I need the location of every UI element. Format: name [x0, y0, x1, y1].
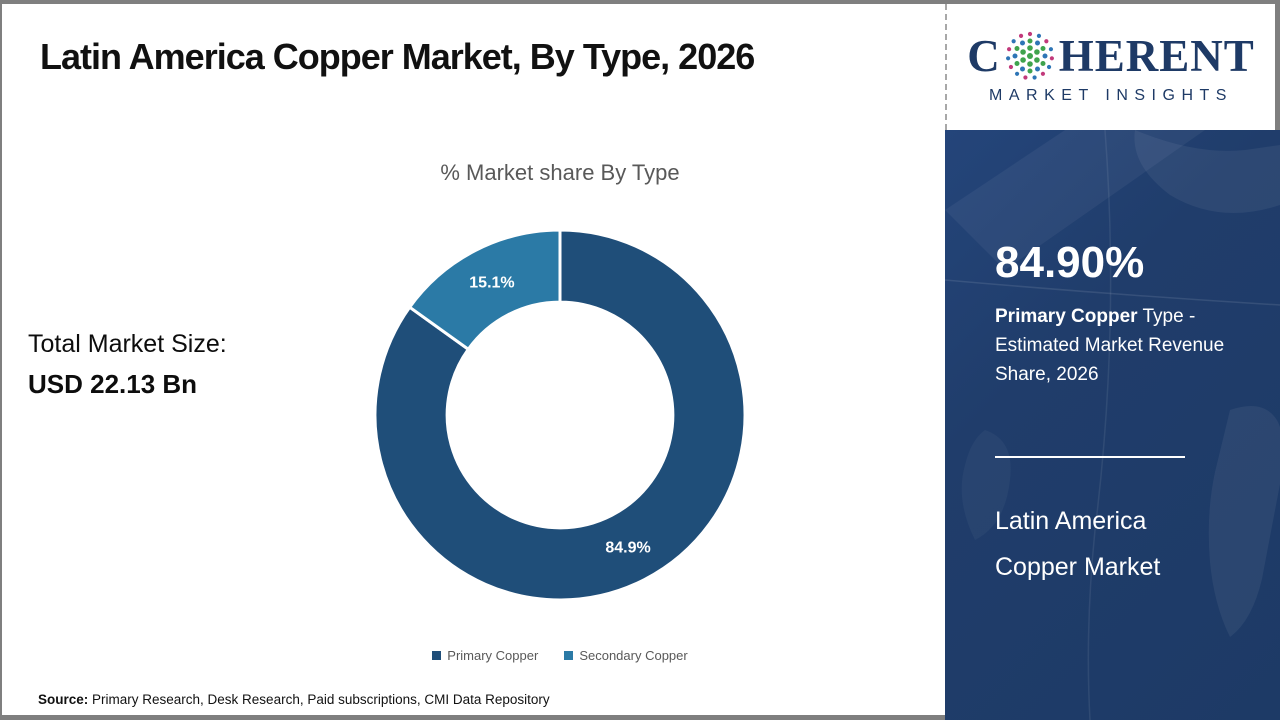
market-name-line1: Latin America — [995, 507, 1147, 535]
globe-dot — [1048, 47, 1053, 52]
source-line: Source: Primary Research, Desk Research,… — [38, 692, 550, 707]
sidebar-market-name: Latin America Copper Market — [995, 498, 1160, 590]
donut-segment-0 — [373, 228, 747, 602]
total-market-size-block: Total Market Size: USD 22.13 Bn — [28, 324, 227, 404]
globe-dot — [1026, 45, 1033, 51]
globe-dot — [1043, 39, 1049, 44]
slice-label-0: 84.9% — [605, 539, 650, 556]
globe-dot — [1011, 39, 1016, 44]
globe-dot — [1019, 57, 1026, 63]
logo-letters-rest: HERENT — [1058, 30, 1255, 81]
globe-dot — [1027, 38, 1033, 44]
globe-dot — [1019, 40, 1025, 46]
donut-chart: 84.9% 15.1% — [373, 228, 747, 602]
map-texture — [945, 130, 1280, 720]
slice-label-1: 15.1% — [469, 275, 514, 292]
frame-border-bottom — [0, 715, 945, 720]
globe-dot — [1032, 75, 1037, 80]
chart-title: % Market share By Type — [440, 160, 680, 185]
donut-segment-1 — [407, 228, 562, 352]
globe-dot — [1034, 66, 1040, 72]
globe-dot — [1036, 33, 1041, 39]
stat-description-rest: Type - Estimated Market Revenue Share, 2… — [995, 306, 1225, 385]
legend-item-primary: Primary Copper — [432, 648, 538, 663]
coherent-globe-icon — [1005, 31, 1054, 80]
globe-dot — [1005, 56, 1010, 61]
stat-value: 84.90% — [995, 238, 1145, 287]
legend-swatch-secondary — [564, 651, 574, 660]
globe-dot — [1040, 46, 1046, 51]
legend-label-primary: Primary Copper — [447, 648, 539, 663]
legend-label-secondary: Secondary Copper — [579, 648, 688, 663]
globe-dot — [1026, 53, 1033, 59]
source-text: Primary Research, Desk Research, Paid su… — [88, 692, 550, 707]
frame-border-right — [1273, 0, 1280, 130]
globe-dot — [1023, 75, 1028, 80]
globe-dot — [1019, 49, 1026, 55]
sidebar-panel: 84.90% Primary Copper Type - Estimated M… — [945, 130, 1280, 720]
legend-item-secondary: Secondary Copper — [564, 648, 688, 663]
globe-dot — [1014, 71, 1019, 76]
total-market-size-label: Total Market Size: — [28, 330, 227, 358]
stat-description: Primary Copper Type - Estimated Market R… — [995, 302, 1225, 389]
globe-dot — [1014, 46, 1020, 51]
logo-letter-c: C — [967, 30, 1001, 81]
brand-logo: C HERENT — [967, 29, 1255, 83]
globe-dot — [1034, 40, 1040, 46]
chart-legend: Primary Copper Secondary Copper — [280, 648, 840, 663]
frame-border-top — [0, 0, 1280, 4]
globe-dot — [1006, 47, 1011, 52]
globe-dot — [1008, 64, 1013, 70]
globe-dot — [1019, 66, 1025, 72]
globe-dot — [1026, 61, 1033, 67]
brand-logo-area: C HERENT MARKET INSIGHTS — [945, 4, 1275, 130]
sidebar-divider — [995, 456, 1185, 458]
globe-dot — [1018, 33, 1023, 39]
globe-dot — [1033, 49, 1040, 55]
globe-dot — [1012, 53, 1018, 59]
source-label: Source: — [38, 692, 89, 707]
total-market-size-value: USD 22.13 Bn — [28, 369, 198, 399]
globe-dot — [1027, 68, 1033, 74]
globe-dot — [1014, 61, 1020, 66]
globe-dot — [1040, 71, 1045, 76]
globe-dot — [1033, 57, 1040, 63]
globe-dot — [1040, 61, 1046, 66]
brand-logo-subtitle: MARKET INSIGHTS — [989, 87, 1233, 104]
market-name-line2: Copper Market — [995, 553, 1161, 581]
globe-dot — [1049, 56, 1054, 61]
globe-dot — [1042, 53, 1048, 59]
stat-description-segment: Primary Copper — [995, 306, 1138, 327]
page-title: Latin America Copper Market, By Type, 20… — [40, 36, 755, 77]
frame-border-left — [0, 0, 2, 720]
legend-swatch-primary — [432, 651, 442, 660]
globe-dot — [1046, 64, 1051, 70]
globe-dot — [1027, 31, 1032, 37]
